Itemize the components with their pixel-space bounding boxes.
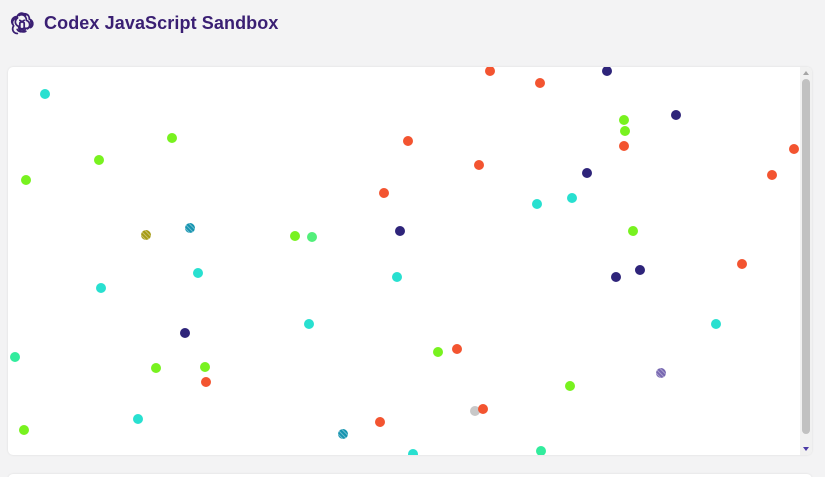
canvas-dot	[10, 352, 20, 362]
canvas-dot	[201, 377, 211, 387]
canvas-dot	[535, 78, 545, 88]
app-header: Codex JavaScript Sandbox	[0, 0, 825, 50]
canvas-dot	[737, 259, 747, 269]
canvas-dot	[611, 272, 621, 282]
app-title: Codex JavaScript Sandbox	[44, 13, 279, 33]
canvas-dot	[304, 319, 314, 329]
canvas-dot	[133, 414, 143, 424]
scrollbar-thumb[interactable]	[802, 79, 810, 434]
canvas-dot	[40, 89, 50, 99]
canvas-dot	[582, 168, 592, 178]
canvas-dot	[167, 133, 177, 143]
scroll-down-arrow-icon[interactable]	[803, 447, 809, 451]
canvas-dot	[478, 404, 488, 414]
canvas-dot	[180, 328, 190, 338]
canvas-dot	[628, 226, 638, 236]
canvas-dot	[392, 272, 402, 282]
canvas-dot	[96, 283, 106, 293]
canvas-dot	[767, 170, 777, 180]
animation-canvas	[8, 67, 800, 455]
canvas-dot	[94, 155, 104, 165]
canvas-dot	[711, 319, 721, 329]
canvas-dot	[536, 446, 546, 455]
canvas-dot	[567, 193, 577, 203]
canvas-dot	[619, 141, 629, 151]
canvas-dot	[485, 67, 495, 76]
scroll-up-arrow-icon[interactable]	[803, 71, 809, 75]
canvas-dot	[565, 381, 575, 391]
sandbox-output-panel	[8, 67, 812, 455]
canvas-dot	[185, 223, 195, 233]
canvas-dot	[532, 199, 542, 209]
canvas-dot	[200, 362, 210, 372]
vertical-scrollbar[interactable]	[800, 67, 812, 455]
canvas-dot	[19, 425, 29, 435]
openai-knot-icon	[8, 10, 36, 38]
canvas-dot	[635, 265, 645, 275]
canvas-dot	[375, 417, 385, 427]
canvas-dot	[21, 175, 31, 185]
canvas-dot	[433, 347, 443, 357]
canvas-dot	[789, 144, 799, 154]
canvas-dot	[408, 449, 418, 455]
canvas-dot	[470, 406, 480, 416]
canvas-dot	[151, 363, 161, 373]
canvas-dot	[307, 232, 317, 242]
canvas-dot	[379, 188, 389, 198]
canvas-dot	[620, 126, 630, 136]
canvas-dot	[602, 67, 612, 76]
canvas-dot	[290, 231, 300, 241]
canvas-dot	[452, 344, 462, 354]
canvas-dot	[656, 368, 666, 378]
canvas-dot	[474, 160, 484, 170]
canvas-dot	[403, 136, 413, 146]
canvas-dot	[141, 230, 151, 240]
canvas-dot	[671, 110, 681, 120]
canvas-dot	[193, 268, 203, 278]
canvas-dot	[338, 429, 348, 439]
canvas-dot	[619, 115, 629, 125]
canvas-dot	[395, 226, 405, 236]
lower-panel-edge	[8, 474, 812, 477]
